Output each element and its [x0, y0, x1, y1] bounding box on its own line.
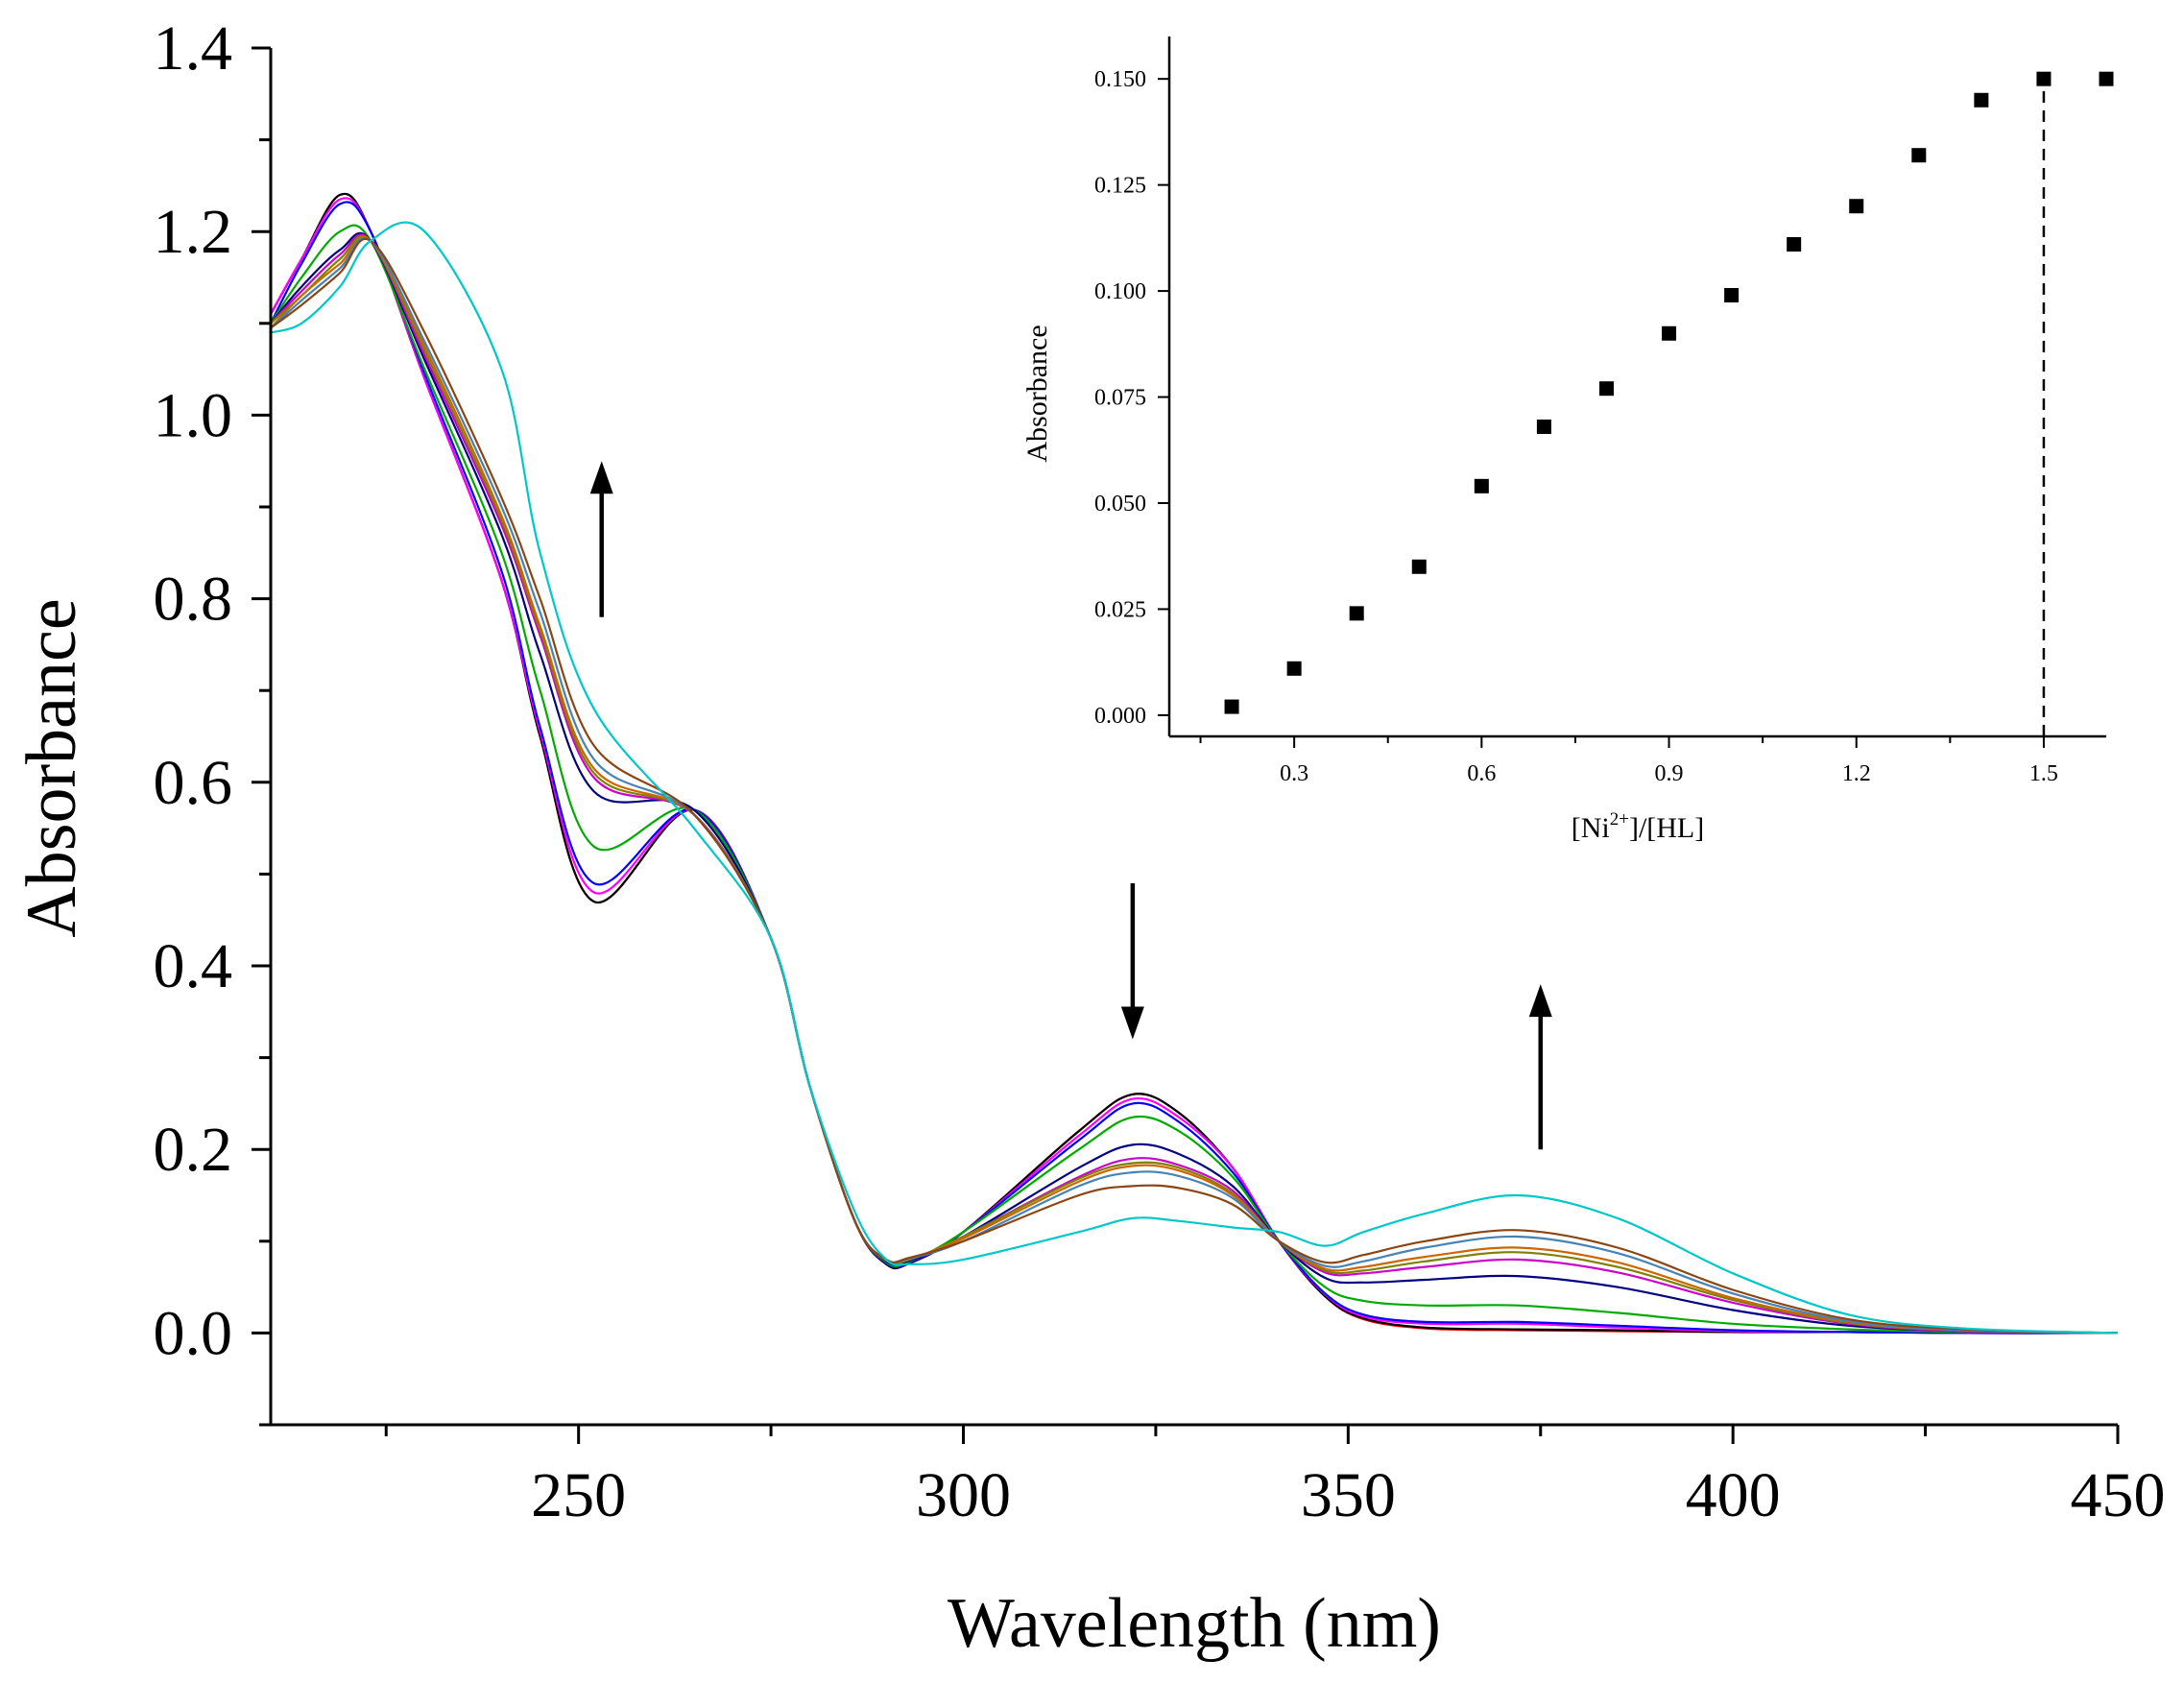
- inset-x-tick-label: 1.2: [1842, 761, 1871, 786]
- main-y-tick-label: 1.2: [154, 197, 233, 267]
- main-x-tick-label: 300: [916, 1460, 1011, 1530]
- inset-data-point: [1662, 325, 1677, 341]
- inset-x-ticks: 0.3 0.6 0.9 1.2 1.5: [1199, 736, 2058, 786]
- inset-y-ticks: 0.000 0.025 0.050 0.075 0.100 0.125 0.150: [1094, 67, 1169, 729]
- main-x-ticks: 250 300 350 400 450: [384, 1425, 2166, 1530]
- main-y-tick-label: 0.2: [154, 1115, 233, 1185]
- inset-data-point: [1787, 236, 1802, 252]
- inset-x-label-part-1: [Ni: [1572, 812, 1610, 844]
- inset-y-tick-label: 0.050: [1094, 492, 1146, 517]
- main-x-tick-label: 400: [1686, 1460, 1781, 1530]
- inset-data-point: [1286, 661, 1302, 676]
- spectrum-series-11: [270, 237, 2119, 1335]
- spectrum-curves: [270, 192, 2119, 1335]
- main-y-tick-label: 0.8: [154, 565, 233, 635]
- inset-y-axis-label: Absorbance: [1021, 325, 1053, 462]
- main-y-tick-label: 0.4: [154, 931, 233, 1001]
- main-y-tick-label: 1.4: [154, 13, 233, 84]
- inset-data-point: [1224, 699, 1239, 714]
- main-x-tick-label: 450: [2071, 1460, 2166, 1530]
- main-y-ticks: 0.0 0.2 0.4 0.6 0.8 1.0 1.2 1.4: [154, 13, 271, 1427]
- main-y-tick-label: 1.0: [154, 380, 233, 450]
- main-x-tick-label: 250: [531, 1460, 626, 1530]
- main-x-tick-label: 350: [1301, 1460, 1396, 1530]
- main-x-axis-label: Wavelength (nm): [948, 1584, 1441, 1663]
- spectrum-series-10: [270, 236, 2119, 1335]
- trend-arrow-down-2: [1120, 882, 1144, 1040]
- inset-data-point: [1849, 199, 1864, 214]
- inset-data-point: [1411, 559, 1427, 574]
- inset-titration-chart: 0.3 0.6 0.9 1.2 1.5 0.000 0.025 0.050 0.075 0.10…: [1021, 36, 2114, 844]
- inset-y-tick-label: 0.125: [1094, 174, 1146, 199]
- inset-x-label-superscript: 2+: [1610, 809, 1629, 830]
- inset-background: [1171, 38, 2107, 739]
- inset-y-tick-label: 0.000: [1094, 704, 1146, 729]
- inset-data-point: [2036, 71, 2052, 86]
- inset-y-tick-label: 0.100: [1094, 279, 1146, 304]
- inset-y-tick-label: 0.025: [1094, 597, 1146, 622]
- inset-x-tick-label: 0.6: [1467, 761, 1496, 786]
- main-y-tick-label: 0.6: [154, 748, 233, 818]
- inset-y-tick-label: 0.150: [1094, 67, 1146, 92]
- inset-data-point: [1474, 478, 1489, 493]
- trend-arrow-up-1: [589, 461, 613, 617]
- inset-x-tick-label: 1.5: [2029, 761, 2058, 786]
- inset-x-axis-label: [Ni2+]/[HL]: [1572, 809, 1705, 844]
- inset-data-point: [1598, 381, 1614, 397]
- trend-arrow-up-3: [1528, 984, 1552, 1150]
- inset-data-points: [1224, 71, 2114, 714]
- inset-x-tick-label: 0.3: [1280, 761, 1308, 786]
- main-y-tick-label: 0.0: [154, 1298, 233, 1368]
- inset-x-label-part-2: ]/[HL]: [1629, 812, 1704, 844]
- inset-data-point: [1536, 419, 1551, 434]
- main-spectrum-chart: 250 300 350 400 450 0.0 0.2 0.4 0.6 0.8 1.0 1.2 1.4…: [12, 13, 2166, 1663]
- main-y-axis-label: Absorbance: [12, 598, 91, 937]
- inset-data-point: [2099, 71, 2114, 86]
- inset-data-point: [1724, 288, 1740, 303]
- trend-arrows: [589, 461, 1552, 1150]
- inset-x-tick-label: 0.9: [1655, 761, 1684, 786]
- spectrum-series-12: [270, 221, 2119, 1335]
- inset-y-tick-label: 0.075: [1094, 386, 1146, 411]
- inset-data-point: [1974, 92, 1989, 108]
- inset-data-point: [1911, 148, 1927, 163]
- inset-data-point: [1349, 606, 1364, 621]
